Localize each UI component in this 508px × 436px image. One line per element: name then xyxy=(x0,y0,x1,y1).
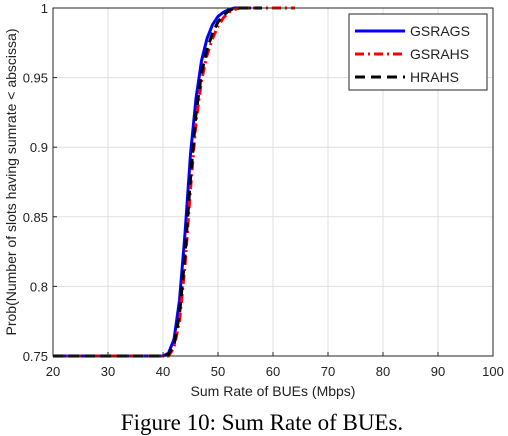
x-tick-label: 80 xyxy=(376,364,390,379)
x-tick-label: 50 xyxy=(211,364,225,379)
y-tick-label: 1 xyxy=(41,1,48,16)
y-tick-label: 0.85 xyxy=(23,210,48,225)
y-tick-label: 0.75 xyxy=(23,349,48,364)
x-tick-label: 20 xyxy=(46,364,60,379)
x-tick-label: 40 xyxy=(156,364,170,379)
y-axis-ticks: 0.75 0.8 0.85 0.9 0.95 1 xyxy=(23,1,57,364)
x-tick-label: 60 xyxy=(266,364,280,379)
x-tick-label: 100 xyxy=(482,364,504,379)
x-axis-ticks: 20 30 40 50 60 70 80 90 100 xyxy=(46,352,504,379)
x-axis-label: Sum Rate of BUEs (Mbps) xyxy=(191,383,356,399)
y-axis-label: Prob(Number of slots having sumrate < ab… xyxy=(3,29,19,336)
y-tick-label: 0.8 xyxy=(30,279,48,294)
legend-label: GSRAHS xyxy=(410,46,469,62)
legend: GSRAGS GSRAHS HRAHS xyxy=(348,13,488,91)
figure-caption: Figure 10: Sum Rate of BUEs. xyxy=(121,410,403,435)
x-tick-label: 70 xyxy=(321,364,335,379)
x-tick-label: 30 xyxy=(101,364,115,379)
legend-label: GSRAGS xyxy=(410,23,470,39)
x-tick-label: 90 xyxy=(431,364,445,379)
y-tick-label: 0.95 xyxy=(23,71,48,86)
y-tick-label: 0.9 xyxy=(30,140,48,155)
legend-label: HRAHS xyxy=(410,69,459,85)
